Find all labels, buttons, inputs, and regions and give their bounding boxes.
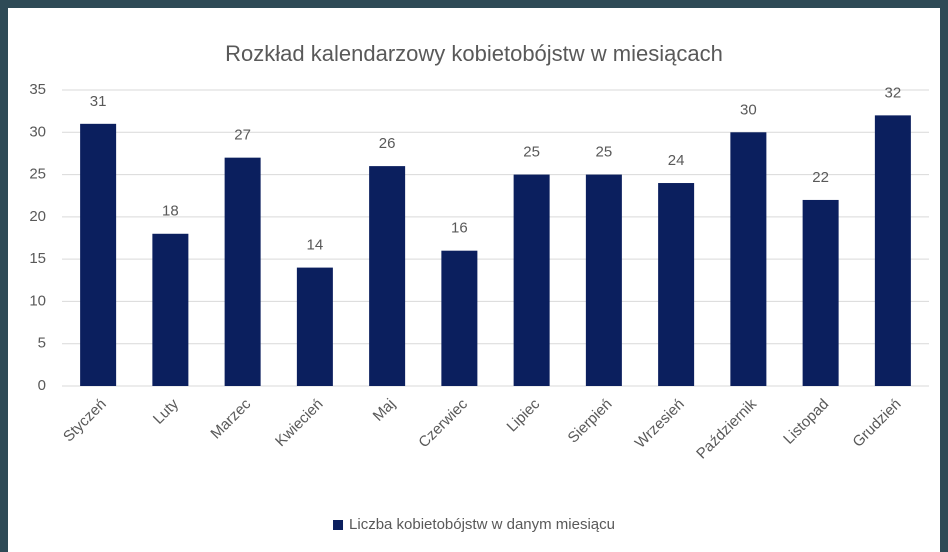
bar bbox=[152, 233, 189, 386]
bar bbox=[441, 250, 478, 386]
y-tick-label: 20 bbox=[29, 208, 46, 225]
bar bbox=[658, 183, 695, 386]
y-tick-label: 30 bbox=[29, 123, 46, 140]
y-tick-label: 35 bbox=[29, 81, 46, 98]
chart-title: Rozkład kalendarzowy kobietobójstw w mie… bbox=[225, 41, 723, 66]
data-label: 22 bbox=[812, 169, 829, 186]
y-tick-label: 10 bbox=[29, 292, 46, 309]
data-label: 26 bbox=[379, 135, 396, 152]
bar bbox=[296, 267, 333, 386]
data-label: 16 bbox=[451, 220, 468, 237]
data-label: 31 bbox=[90, 93, 107, 110]
y-tick-label: 25 bbox=[29, 166, 46, 183]
bar bbox=[80, 123, 117, 386]
bar bbox=[730, 132, 767, 386]
legend-swatch bbox=[333, 520, 344, 530]
bar bbox=[802, 199, 839, 386]
legend-label: Liczba kobietobójstw w danym miesiącu bbox=[349, 516, 615, 533]
data-label: 18 bbox=[162, 203, 179, 220]
bar bbox=[224, 157, 261, 386]
y-tick-label: 0 bbox=[38, 377, 46, 394]
data-label: 25 bbox=[596, 144, 613, 161]
data-label: 14 bbox=[307, 237, 324, 254]
y-tick-label: 15 bbox=[29, 250, 46, 267]
bar bbox=[874, 115, 911, 386]
bar bbox=[585, 174, 622, 386]
data-label: 25 bbox=[523, 144, 540, 161]
data-label: 24 bbox=[668, 152, 685, 169]
y-tick-label: 5 bbox=[38, 335, 46, 352]
data-label: 27 bbox=[234, 127, 251, 144]
data-label: 30 bbox=[740, 101, 757, 118]
bar bbox=[513, 174, 550, 386]
bar bbox=[369, 166, 406, 386]
data-label: 32 bbox=[885, 84, 902, 101]
